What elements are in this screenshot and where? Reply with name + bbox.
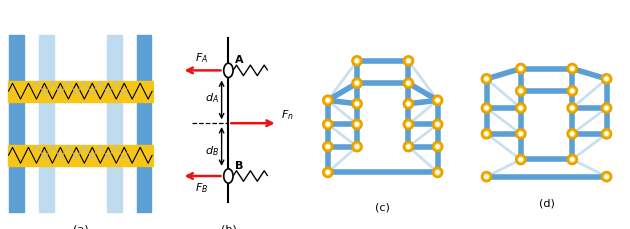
Circle shape	[323, 120, 333, 130]
Circle shape	[568, 65, 577, 74]
Circle shape	[326, 170, 330, 175]
Circle shape	[352, 79, 362, 89]
Circle shape	[604, 106, 609, 111]
Circle shape	[435, 170, 440, 175]
Circle shape	[355, 59, 359, 64]
Circle shape	[482, 129, 491, 139]
Circle shape	[482, 104, 491, 113]
Circle shape	[518, 157, 523, 162]
Circle shape	[326, 98, 330, 103]
Bar	[8, 145, 153, 166]
Circle shape	[224, 169, 233, 183]
Circle shape	[482, 172, 491, 182]
Circle shape	[326, 122, 330, 127]
Text: A: A	[235, 55, 244, 65]
Circle shape	[435, 122, 440, 127]
Circle shape	[355, 144, 359, 149]
Circle shape	[602, 172, 611, 182]
Circle shape	[406, 82, 411, 86]
Circle shape	[604, 174, 609, 179]
Circle shape	[323, 142, 333, 152]
Circle shape	[355, 82, 359, 86]
Text: B: B	[235, 160, 244, 170]
Circle shape	[406, 144, 411, 149]
Circle shape	[568, 129, 577, 139]
Text: (b): (b)	[220, 223, 236, 229]
Circle shape	[570, 157, 575, 162]
Circle shape	[518, 67, 523, 72]
Circle shape	[326, 144, 330, 149]
Circle shape	[568, 155, 577, 165]
Circle shape	[323, 96, 333, 106]
Bar	[8, 82, 153, 102]
Circle shape	[406, 59, 411, 64]
Circle shape	[484, 174, 489, 179]
Circle shape	[516, 104, 525, 113]
Circle shape	[406, 102, 411, 107]
Circle shape	[435, 98, 440, 103]
Text: (d): (d)	[539, 197, 554, 207]
Text: $d_B$: $d_B$	[205, 143, 219, 157]
Circle shape	[570, 67, 575, 72]
Circle shape	[482, 75, 491, 84]
Circle shape	[484, 132, 489, 136]
Circle shape	[602, 129, 611, 139]
Text: $F_n$: $F_n$	[281, 108, 294, 122]
Circle shape	[484, 106, 489, 111]
Circle shape	[484, 77, 489, 82]
Text: $d_A$: $d_A$	[205, 90, 219, 104]
Circle shape	[352, 57, 362, 66]
Circle shape	[570, 132, 575, 136]
Circle shape	[352, 120, 362, 130]
Circle shape	[404, 142, 413, 152]
Circle shape	[433, 168, 442, 177]
Circle shape	[516, 129, 525, 139]
Circle shape	[604, 77, 609, 82]
Circle shape	[352, 142, 362, 152]
Circle shape	[435, 144, 440, 149]
Circle shape	[433, 96, 442, 106]
Bar	[39, 35, 54, 212]
Circle shape	[604, 132, 609, 136]
Bar	[107, 35, 122, 212]
Text: $F_B$: $F_B$	[195, 180, 208, 194]
Circle shape	[518, 89, 523, 94]
Circle shape	[570, 89, 575, 94]
Circle shape	[568, 87, 577, 96]
Circle shape	[355, 102, 359, 107]
Circle shape	[406, 122, 411, 127]
Circle shape	[516, 87, 525, 96]
Circle shape	[352, 100, 362, 109]
Circle shape	[516, 155, 525, 165]
Text: $F_A$: $F_A$	[195, 51, 208, 65]
Circle shape	[355, 122, 359, 127]
Circle shape	[404, 120, 413, 130]
Circle shape	[404, 57, 413, 66]
Circle shape	[516, 65, 525, 74]
Bar	[137, 35, 151, 212]
Text: (a): (a)	[72, 223, 88, 229]
Circle shape	[323, 168, 333, 177]
Circle shape	[518, 106, 523, 111]
Circle shape	[433, 120, 442, 130]
Circle shape	[224, 64, 233, 78]
Text: (c): (c)	[375, 202, 390, 212]
Circle shape	[404, 79, 413, 89]
Circle shape	[570, 106, 575, 111]
Circle shape	[568, 104, 577, 113]
Circle shape	[404, 100, 413, 109]
Circle shape	[602, 104, 611, 113]
Circle shape	[518, 132, 523, 136]
Circle shape	[602, 75, 611, 84]
Circle shape	[433, 142, 442, 152]
Bar	[9, 35, 24, 212]
